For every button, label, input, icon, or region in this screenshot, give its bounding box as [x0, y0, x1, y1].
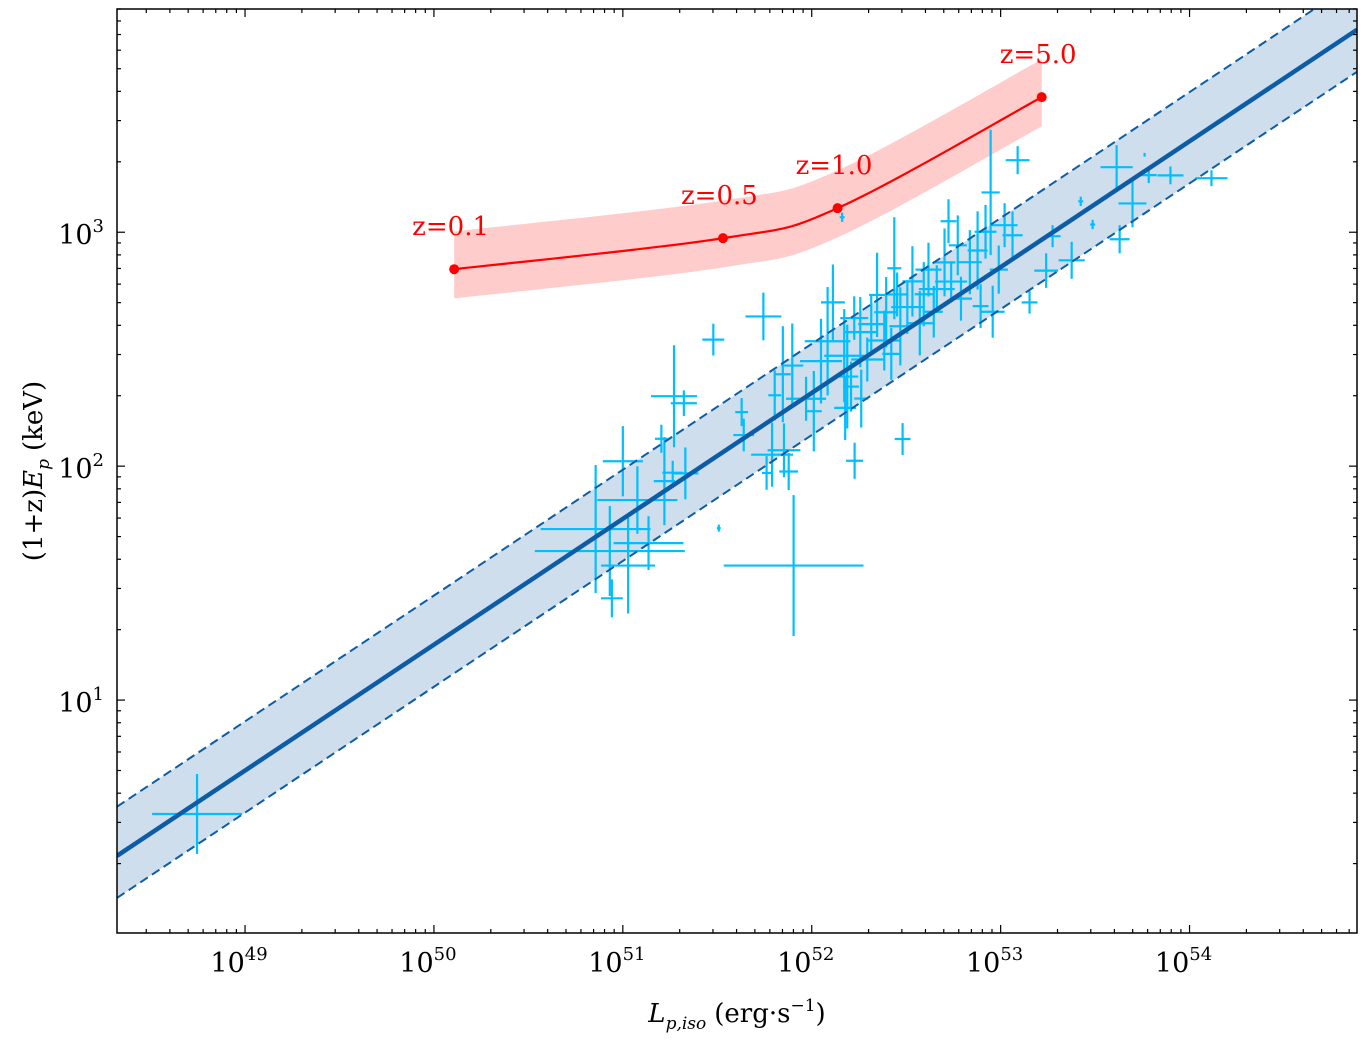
x-tick-label: 1053: [966, 944, 1023, 979]
data-point: [1090, 219, 1096, 230]
data-point: [948, 215, 967, 276]
data-point: [851, 337, 884, 382]
data-point: [858, 294, 885, 355]
redshift-curve: [449, 92, 1047, 275]
data-point: [735, 398, 749, 427]
data-point: [670, 390, 697, 417]
data-point: [767, 423, 801, 478]
data-point: [891, 280, 924, 334]
data-point: [653, 437, 675, 526]
x-tick-label: 1050: [399, 944, 456, 979]
data-point: [781, 323, 804, 408]
data-point: [981, 129, 1000, 256]
fit-lower-dashed-line: [117, 70, 1357, 899]
data-point: [152, 774, 243, 855]
x-tick-label: 1054: [1155, 944, 1212, 979]
data-point: [940, 199, 957, 244]
data-point: [974, 204, 997, 259]
data-point: [918, 265, 955, 313]
redshift-curve-band: [454, 59, 1042, 299]
data-point: [762, 456, 772, 490]
data-point: [820, 264, 845, 341]
redshift-marker: [717, 233, 728, 244]
data-point: [1002, 211, 1023, 260]
data-point: [805, 370, 822, 452]
redshift-label: z=1.0: [796, 151, 873, 181]
data-point: [650, 345, 698, 448]
data-point: [967, 211, 988, 290]
data-point: [980, 285, 1005, 338]
redshift-marker: [832, 203, 843, 214]
data-point: [1021, 291, 1038, 314]
data-point: [804, 286, 851, 396]
data-point: [887, 272, 908, 317]
data-point: [1100, 145, 1133, 190]
data-point: [654, 424, 668, 453]
data-point: [1143, 152, 1146, 157]
redshift-label: z=0.5: [681, 181, 758, 211]
y-tick-label: 103: [58, 216, 104, 251]
data-point: [867, 310, 902, 371]
data-point: [1118, 179, 1147, 228]
fit-upper-dashed-line: [117, 9, 1317, 808]
data-point: [1195, 170, 1228, 187]
redshift-labels: z=0.1 z=0.5 z=1.0 z=5.0: [412, 40, 1076, 242]
data-point: [600, 579, 623, 618]
tick-marks: [117, 8, 1357, 933]
data-point: [887, 217, 902, 320]
redshift-label: z=0.1: [412, 212, 489, 242]
data-point: [702, 323, 725, 356]
fit-line: [117, 27, 1357, 858]
redshift-curve-line: [454, 96, 1043, 271]
data-point: [534, 506, 685, 596]
data-point: [882, 327, 901, 380]
data-point: [774, 326, 791, 423]
data-point: [894, 423, 911, 455]
redshift-band-area: [454, 59, 1042, 299]
data-point: [716, 524, 721, 532]
data-point: [1078, 196, 1084, 207]
x-axis-label: Lp,iso (erg·s−1): [647, 996, 825, 1034]
data-point: [902, 246, 923, 317]
fit-confidence-band: [117, 9, 1357, 898]
x-tick-label: 1052: [777, 944, 834, 979]
data-point: [723, 495, 864, 636]
redshift-marker: [1036, 92, 1047, 103]
data-point: [972, 284, 989, 329]
data-point: [869, 252, 886, 338]
fit-band-area: [117, 9, 1357, 898]
data-point: [1157, 166, 1184, 185]
x-tick-label: 1049: [210, 944, 267, 979]
fit-lines: [117, 9, 1357, 899]
data-point: [1034, 253, 1059, 288]
x-tick-label: 1051: [588, 944, 645, 979]
data-point: [751, 422, 794, 487]
data-point: [846, 442, 864, 479]
data-point: [1005, 146, 1030, 175]
data-point: [914, 262, 933, 327]
tick-labels: 1049 1050 1051 1052 1053 1054 101 102 103: [58, 216, 1212, 979]
data-point: [540, 464, 651, 594]
data-point: [745, 292, 782, 341]
data-point: [613, 516, 684, 571]
data-point: [779, 453, 799, 491]
y-tick-label: 101: [58, 684, 104, 719]
y-axis-label: (1+z)Ep(keV): [19, 381, 54, 561]
redshift-label: z=5.0: [1000, 40, 1077, 70]
redshift-marker: [449, 264, 460, 275]
data-point: [839, 212, 845, 222]
data-point: [768, 370, 782, 421]
data-point: [1058, 241, 1085, 279]
data-point: [601, 517, 656, 614]
y-tick-label: 102: [58, 450, 104, 485]
